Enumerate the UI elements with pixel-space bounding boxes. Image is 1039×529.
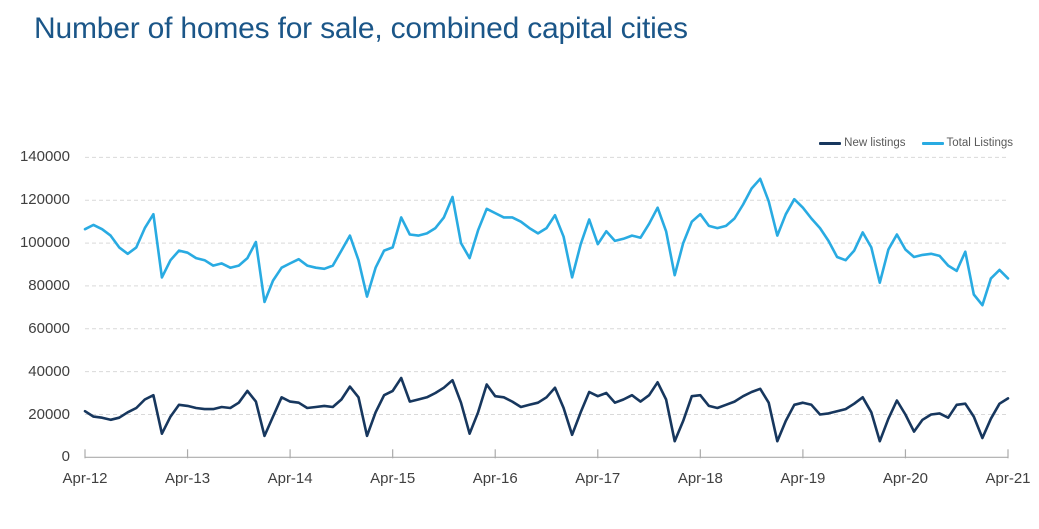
legend-item-total-listings: Total Listings — [921, 137, 1013, 149]
y-axis-label: 140000 — [19, 148, 70, 166]
legend-swatch-total-listings — [921, 141, 944, 145]
y-axis-label: 20000 — [28, 405, 70, 423]
y-axis-label: 100000 — [19, 234, 70, 252]
legend-label-total-listings: Total Listings — [946, 137, 1013, 149]
x-axis-label: Apr-18 — [677, 470, 723, 487]
x-axis-label: Apr-17 — [575, 470, 621, 487]
y-axis-label: 80000 — [28, 276, 70, 294]
x-axis-label: Apr-20 — [882, 470, 928, 487]
series-total-listings — [83, 177, 1010, 307]
series-new-listings — [83, 376, 1010, 443]
x-axis-label: Apr-15 — [370, 470, 416, 487]
y-axis-label: 0 — [61, 448, 70, 466]
x-axis-label: Apr-21 — [985, 470, 1031, 487]
x-axis-label: Apr-12 — [62, 470, 108, 487]
legend-item-new-listings: New listings — [819, 137, 906, 149]
x-axis-label: Apr-19 — [780, 470, 826, 487]
legend-label-new-listings: New listings — [844, 137, 906, 149]
x-axis-label: Apr-13 — [165, 470, 211, 487]
page-title: Number of homes for sale, combined capit… — [34, 12, 688, 45]
y-axis-label: 60000 — [28, 319, 70, 337]
legend-swatch-new-listings — [819, 141, 842, 145]
legend: New listings Total Listings — [819, 137, 1013, 149]
x-axis-label: Apr-16 — [472, 470, 518, 487]
x-axis-label: Apr-14 — [267, 470, 313, 487]
y-axis-label: 40000 — [28, 362, 70, 380]
y-axis-label: 120000 — [19, 191, 70, 209]
